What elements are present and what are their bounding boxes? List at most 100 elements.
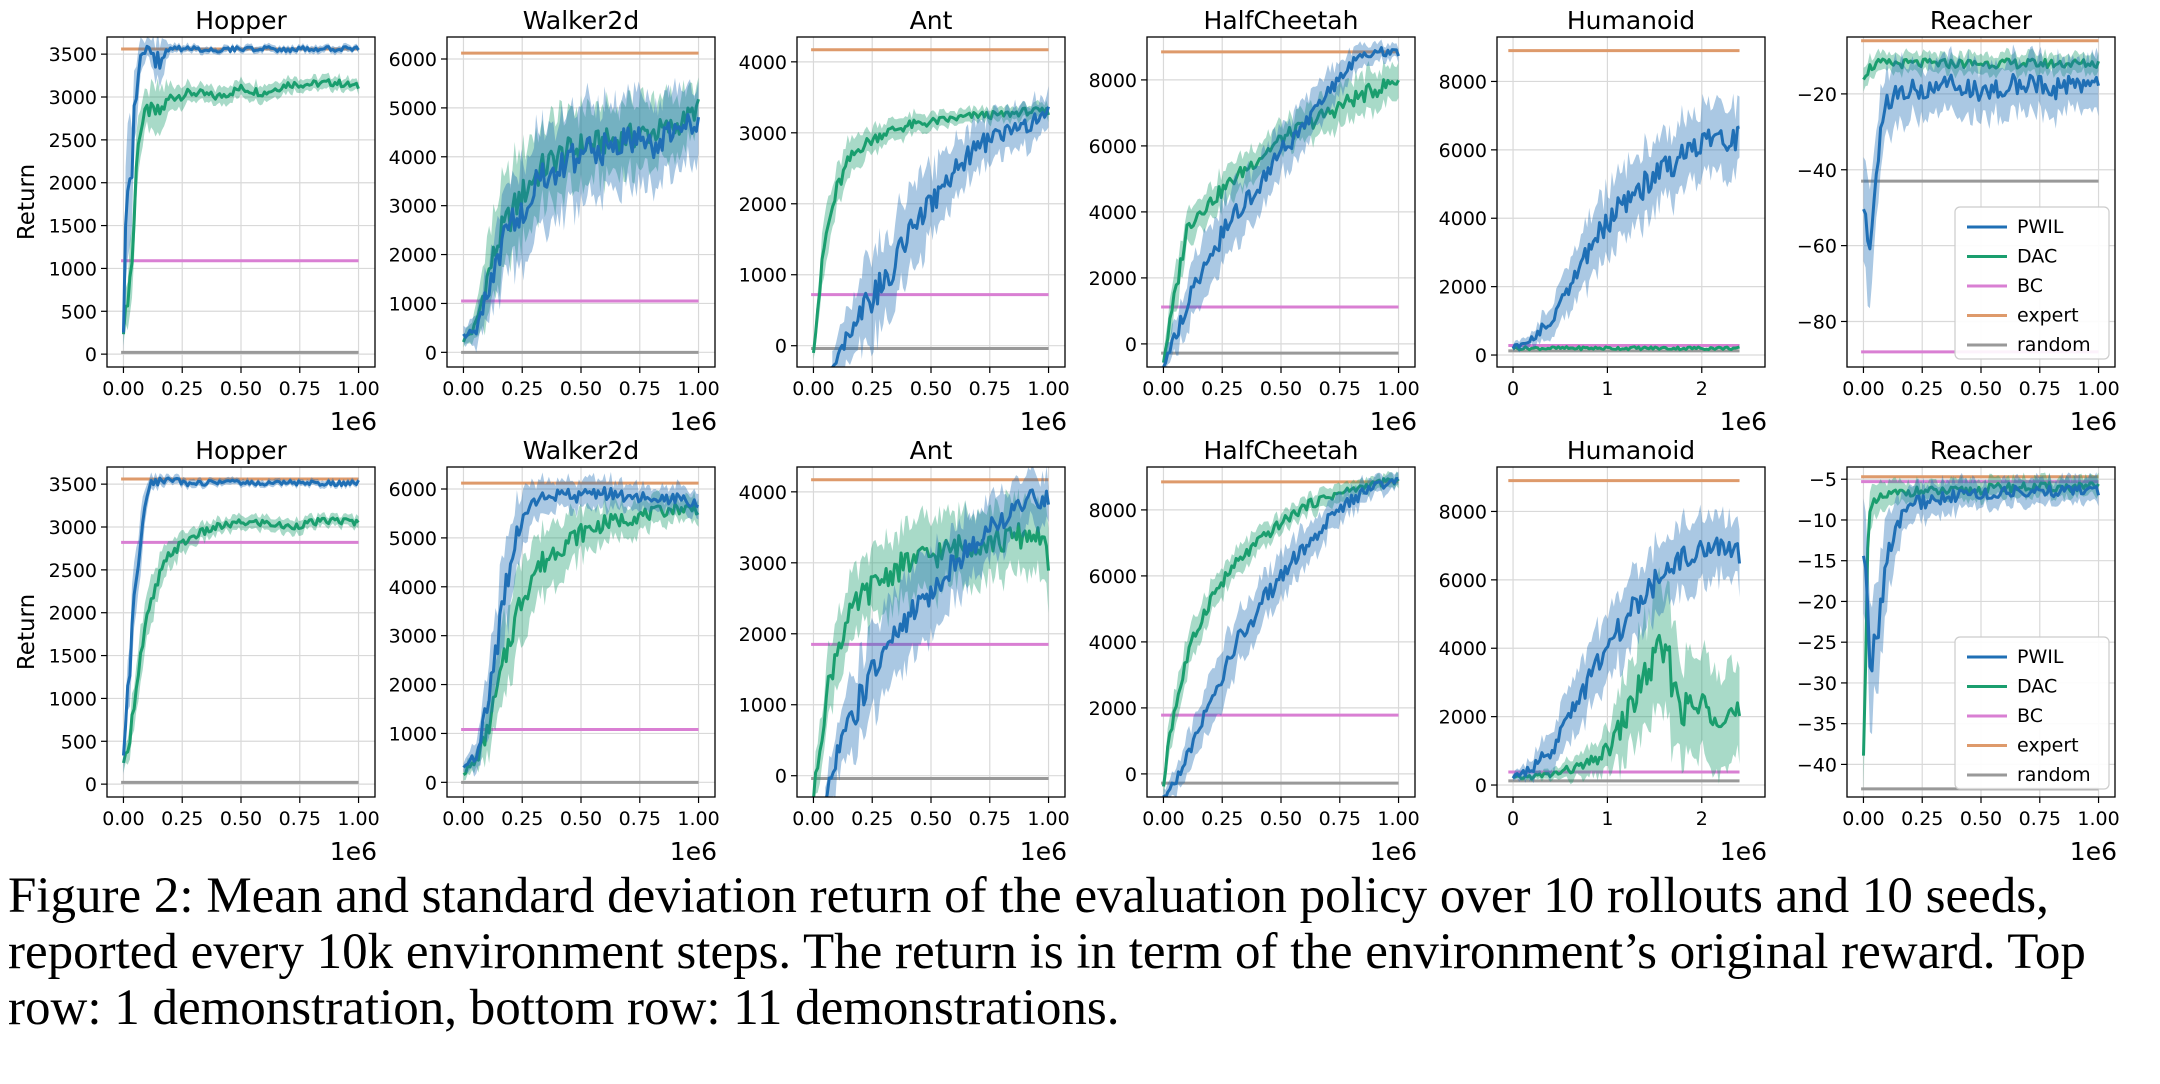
panel-title: Hopper: [195, 436, 287, 465]
x-tick-label: 0.50: [1960, 808, 2002, 830]
x-tick-label: 0: [1507, 808, 1519, 830]
x-tick-label: 1.00: [337, 378, 379, 400]
series-pwil-line: [1162, 46, 1400, 367]
series-pwil-band: [832, 86, 1049, 367]
series-pwil-line: [122, 476, 360, 756]
panel-title: HalfCheetah: [1204, 6, 1359, 35]
x-tick-label: 0.50: [560, 808, 602, 830]
chart-panel-11: 0 1 2 0 2000 4000 6000 8000 Humanoid 1e6: [1439, 436, 1767, 860]
y-tick-label: 4000: [389, 147, 437, 169]
x-tick-label: 0.00: [1842, 808, 1884, 830]
y-tick-label: 4000: [739, 482, 787, 504]
y-tick-label: 1000: [739, 265, 787, 287]
series-dac-line: [812, 106, 1050, 354]
y-tick-label: 0: [1125, 764, 1137, 786]
x-tick-label: 0.25: [1901, 808, 1943, 830]
y-tick-label: −40: [1797, 754, 1837, 776]
y-tick-label: −25: [1797, 632, 1837, 654]
series-pwil-line: [122, 44, 360, 333]
x-tick-label: 0.50: [910, 378, 952, 400]
series-dac-line: [122, 516, 360, 764]
x-tick-label: 0.25: [1201, 808, 1243, 830]
x-scale-multiplier: 1e6: [1720, 407, 1767, 436]
y-tick-label: 500: [61, 301, 97, 323]
x-tick-label: 0.75: [619, 378, 661, 400]
y-tick-label: 8000: [1089, 70, 1137, 92]
y-tick-label: 3000: [739, 123, 787, 145]
x-tick-label: 1.00: [1377, 378, 1419, 400]
panel-title: Reacher: [1930, 436, 2033, 465]
chart-panel-10: 0.00 0.25 0.50 0.75 1.00 0 2000 4000 6000 8000 Hal…: [1089, 436, 1420, 860]
series-pwil-line: [1162, 476, 1399, 797]
panel-title: Hopper: [195, 6, 287, 35]
x-tick-label: 0.50: [220, 378, 262, 400]
plot-area: [121, 37, 360, 354]
x-tick-label: 0.25: [851, 378, 893, 400]
x-tick-label: 0.75: [1319, 808, 1361, 830]
x-scale-multiplier: 1e6: [670, 837, 717, 860]
chart-panel-8: 0.00 0.25 0.50 0.75 1.00 0 1000 2000 3000 4000 500…: [389, 436, 720, 860]
y-tick-label: 5000: [389, 528, 437, 550]
x-tick-label: 0.75: [279, 808, 321, 830]
x-tick-label: 0.50: [1260, 378, 1302, 400]
x-tick-label: 0.75: [619, 808, 661, 830]
y-tick-label: 6000: [389, 49, 437, 71]
x-tick-label: 0.50: [1960, 378, 2002, 400]
y-tick-label: 4000: [1089, 202, 1137, 224]
y-tick-label: 3000: [389, 196, 437, 218]
figure-canvas: 0.00 0.25 0.50 0.75 1.0005001000150020002500…: [14, 6, 2120, 860]
legend-label-expert: expert: [2017, 305, 2079, 327]
chart-panel-4: 0.00 0.25 0.50 0.75 1.00 0 2000 4000 6000 8000 Hal…: [1089, 6, 1420, 436]
x-tick-label: 0.50: [1260, 808, 1302, 830]
series-dac-line: [1862, 481, 2100, 756]
series-pwil-line: [462, 486, 700, 769]
series-pwil-band: [1863, 472, 2099, 735]
series-pwil-line: [462, 113, 700, 339]
plot-area: [1861, 472, 2100, 792]
x-tick-label: 0.00: [1842, 378, 1884, 400]
series-pwil-band: [825, 467, 1049, 797]
plot-area: [121, 472, 360, 784]
panel-title: Reacher: [1930, 6, 2033, 35]
chart-panel-1: 0.00 0.25 0.50 0.75 1.00 0 500 1000 1500 2000 2500…: [14, 6, 380, 436]
y-tick-label: 1000: [49, 688, 97, 710]
plot-area: [461, 471, 700, 784]
series-pwil-line: [1511, 536, 1741, 779]
y-tick-label: 1500: [49, 646, 97, 668]
series-dac-line: [1862, 57, 2100, 81]
legend-label-bc: BC: [2017, 275, 2043, 297]
x-tick-label: 1.00: [1027, 378, 1069, 400]
series-pwil-line: [1511, 125, 1740, 350]
legend: PWIL DAC BC expert random: [1954, 206, 2110, 360]
x-tick-label: 0.00: [442, 808, 484, 830]
axes-frame: [1496, 36, 1766, 368]
x-tick-label: 0.00: [1142, 378, 1184, 400]
x-tick-label: 0.75: [2019, 378, 2061, 400]
x-scale-multiplier: 1e6: [1020, 407, 1067, 436]
plot-area: [461, 51, 700, 354]
figure-caption: Figure 2: Mean and standard deviation re…: [8, 868, 2086, 1036]
plot-area: [1508, 49, 1740, 353]
y-tick-label: 2000: [49, 173, 97, 195]
y-tick-label: 0: [775, 766, 787, 788]
x-tick-label: 1.00: [337, 808, 379, 830]
x-tick-label: 1.00: [1027, 808, 1069, 830]
x-tick-label: 0: [1507, 378, 1519, 400]
chart-panel-7: 0.00 0.25 0.50 0.75 1.00 0 500 1000 1500 2000 2500…: [14, 436, 380, 860]
x-tick-label: 1.00: [677, 808, 719, 830]
y-tick-label: 0: [775, 336, 787, 358]
panel-title: HalfCheetah: [1204, 436, 1359, 465]
series-dac-line: [1512, 633, 1741, 781]
y-tick-label: −35: [1797, 714, 1837, 736]
x-tick-label: 0.00: [102, 808, 144, 830]
legend-label-random: random: [2017, 334, 2091, 356]
y-tick-label: −60: [1797, 236, 1837, 258]
y-tick-label: 4000: [1089, 632, 1137, 654]
x-tick-label: 0.00: [1142, 808, 1184, 830]
panel-title: Humanoid: [1567, 436, 1695, 465]
y-tick-label: 0: [1125, 334, 1137, 356]
y-tick-label: 4000: [739, 52, 787, 74]
x-tick-label: 2: [1696, 808, 1708, 830]
x-tick-label: 1: [1601, 378, 1613, 400]
legend: PWIL DAC BC expert random: [1954, 636, 2110, 790]
